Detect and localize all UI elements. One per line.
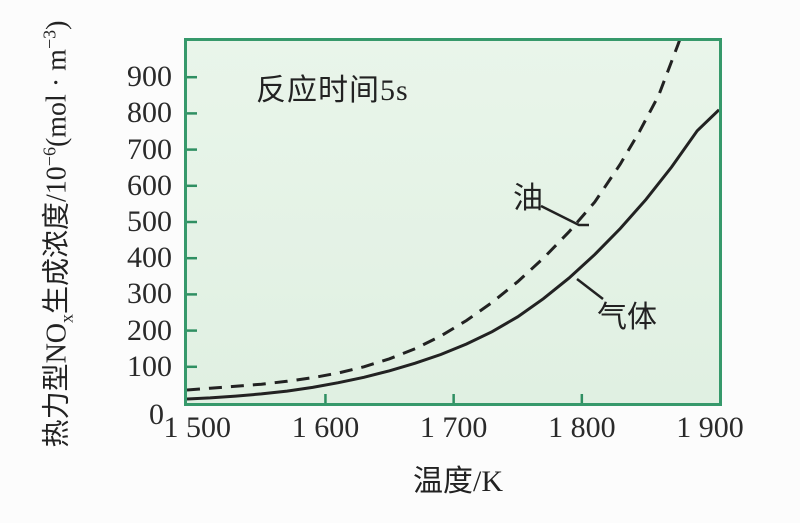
plot-area: 反应时间5s 油 气体 [184,38,722,406]
gas-curve [187,108,719,401]
series-label-oil: 油 [513,182,543,215]
note-reaction-time: 反应时间5s [256,74,409,107]
y-tick-label: 700 [127,132,172,166]
x-tick-label: 1 900 [676,411,744,444]
oil-leader-line [540,204,589,227]
y-tick-label: 400 [127,241,172,275]
y-tick-label: 100 [127,349,172,383]
y-tick-label: 500 [127,205,172,238]
y-tick-label: 900 [127,60,172,94]
x-tick-label: 1 600 [291,411,360,444]
y-tick-label: 600 [127,168,172,202]
series-label-gas: 气体 [597,301,657,334]
oil-curve [187,41,681,392]
x-tick-label: 1 800 [548,411,616,444]
plot-svg [187,41,719,403]
x-tick-label: 1 500 [163,411,232,444]
y-tick-label: 800 [127,96,172,130]
x-axis-label: 温度/K [413,465,503,498]
gas-leader-line [576,278,604,300]
y-tick-label: 300 [127,277,172,311]
y-tick-label: 200 [127,313,172,347]
y-tick-label: 0 [149,398,164,431]
x-tick-label: 1 700 [419,411,488,444]
